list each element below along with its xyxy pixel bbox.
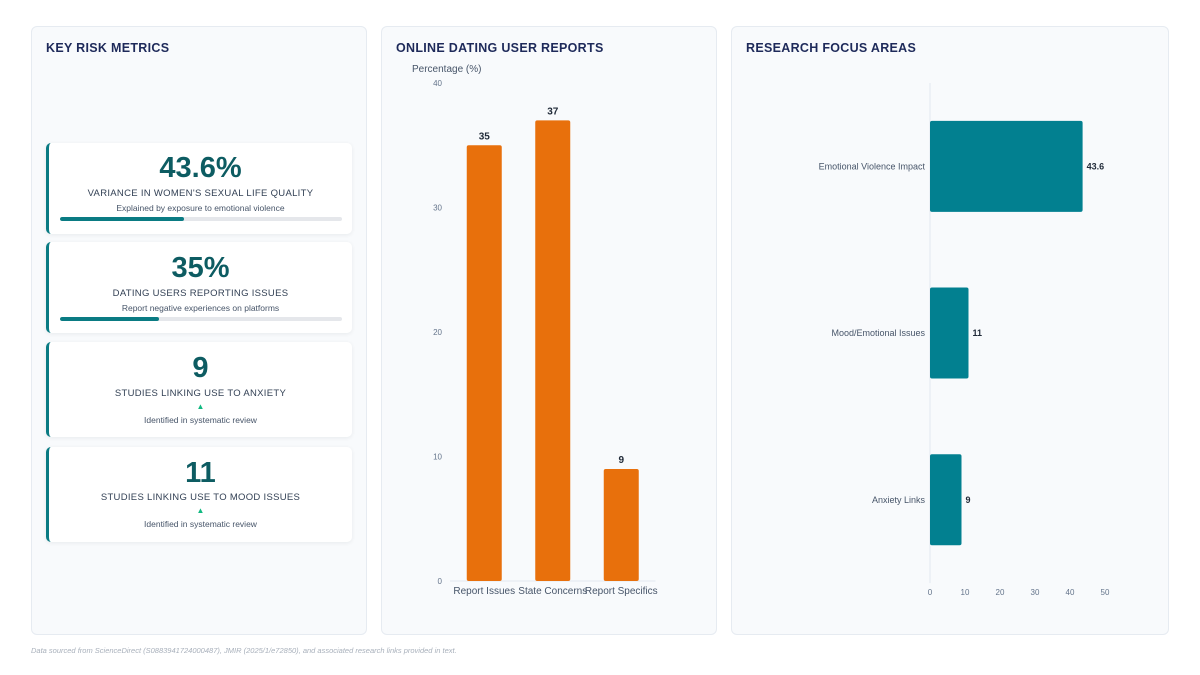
trend-up-icon: ▲ — [196, 506, 205, 515]
bar — [930, 120, 1083, 212]
y-tick-label: 20 — [433, 328, 442, 337]
metric-progress-bar — [60, 217, 342, 221]
y-tick-label: 40 — [433, 79, 442, 88]
metric-progress-bar — [60, 317, 342, 321]
bar — [535, 120, 571, 581]
x-tick-label: 10 — [961, 588, 970, 597]
y-tick-label: Emotional Violence Impact — [819, 161, 926, 171]
x-tick-label: 30 — [1031, 588, 1040, 597]
metric-subtext: Identified in systematic review — [144, 415, 257, 425]
x-tick-label: 20 — [996, 588, 1005, 597]
y-axis-label: Percentage (%) — [412, 64, 481, 75]
metric-label: VARIANCE IN WOMEN'S SEXUAL LIFE QUALITY — [87, 188, 314, 199]
metric-label: STUDIES LINKING USE TO MOOD ISSUES — [100, 492, 301, 503]
research-focus-chart: 43.6 Emotional Violence Impact 11 Mood/Emot… — [819, 83, 1110, 597]
y-tick-label: 0 — [438, 577, 443, 586]
dating-reports-chart: Percentage (%) 0 10 20 30 40 35 Report Issues 37… — [412, 64, 658, 597]
bar-value-label: 37 — [547, 106, 559, 117]
metric-progress-fill — [60, 217, 185, 221]
metric-label: DATING USERS REPORTING ISSUES — [112, 288, 289, 299]
metric-value: 11 — [185, 457, 216, 489]
reports-panel-title: ONLINE DATING USER REPORTS — [396, 41, 604, 55]
bar — [930, 287, 969, 379]
focus-panel-title: RESEARCH FOCUS AREAS — [746, 41, 917, 55]
metric-card-mood-studies: 11 STUDIES LINKING USE TO MOOD ISSUES ▲ … — [46, 447, 352, 542]
metric-progress-fill — [60, 317, 159, 321]
metric-value: 9 — [192, 352, 209, 384]
y-tick-label: Anxiety Links — [872, 495, 926, 505]
data-source-footnote: Data sourced from ScienceDirect (S088394… — [31, 646, 457, 655]
metric-subtext: Report negative experiences on platforms — [121, 303, 280, 313]
bar — [466, 145, 502, 581]
bar-value-label: 9 — [966, 495, 971, 505]
x-tick-label: 0 — [928, 588, 933, 597]
metric-card-anxiety-studies: 9 STUDIES LINKING USE TO ANXIETY ▲ Ident… — [46, 342, 352, 437]
x-tick-label: Report Specifics — [585, 586, 658, 597]
y-tick-label: 30 — [433, 204, 442, 213]
bar-value-label: 43.6 — [1087, 161, 1105, 171]
trend-up-icon: ▲ — [196, 402, 205, 411]
y-tick-label: 10 — [433, 453, 442, 462]
metrics-panel-title: KEY RISK METRICS — [46, 41, 170, 55]
bar — [930, 454, 962, 546]
dating-reports-panel: ONLINE DATING USER REPORTS Percentage (%… — [381, 26, 717, 635]
metric-card-dating-users-issues: 35% DATING USERS REPORTING ISSUES Report… — [46, 242, 352, 333]
metric-subtext: Identified in systematic review — [144, 519, 257, 529]
metric-label: STUDIES LINKING USE TO ANXIETY — [114, 388, 287, 399]
x-tick-label: 50 — [1101, 588, 1110, 597]
y-tick-label: Mood/Emotional Issues — [831, 328, 925, 338]
x-tick-label: 40 — [1066, 588, 1075, 597]
x-tick-label: State Concerns — [518, 586, 587, 597]
metric-card-sexual-life-variance: 43.6% VARIANCE IN WOMEN'S SEXUAL LIFE QU… — [46, 143, 352, 234]
metric-value: 35% — [171, 252, 230, 284]
bar-value-label: 35 — [479, 131, 491, 142]
bar-value-label: 9 — [618, 455, 624, 466]
metric-value: 43.6% — [159, 152, 242, 184]
research-focus-panel: RESEARCH FOCUS AREAS 43.6 Emotional Viole… — [731, 26, 1169, 635]
key-risk-metrics-panel: KEY RISK METRICS 43.6% VARIANCE IN WOMEN… — [31, 26, 367, 635]
bar — [603, 468, 639, 581]
bar-value-label: 11 — [973, 328, 983, 338]
x-tick-label: Report Issues — [453, 586, 515, 597]
metric-subtext: Explained by exposure to emotional viole… — [116, 203, 285, 213]
